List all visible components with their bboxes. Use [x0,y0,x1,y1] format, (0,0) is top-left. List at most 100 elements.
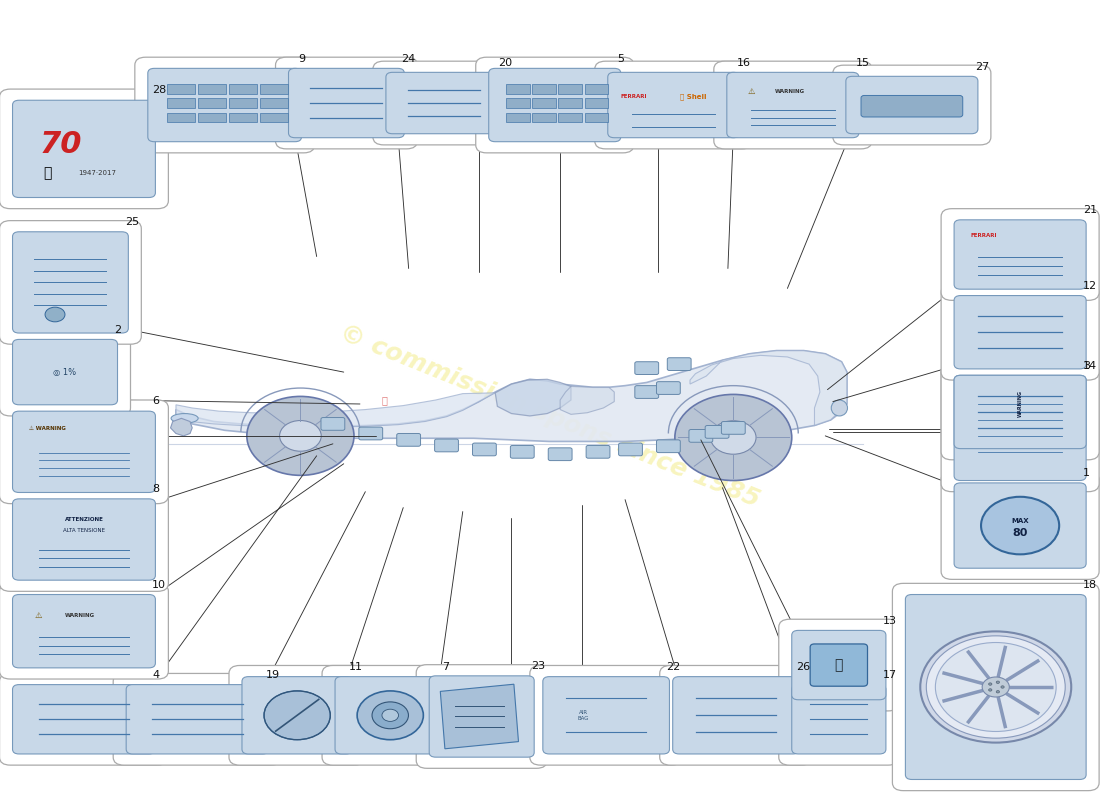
FancyBboxPatch shape [336,677,446,754]
FancyBboxPatch shape [722,422,745,434]
Circle shape [926,636,1065,738]
Circle shape [989,689,992,691]
Circle shape [935,642,1056,731]
FancyBboxPatch shape [635,362,659,374]
FancyBboxPatch shape [416,665,547,768]
Circle shape [279,421,321,451]
FancyBboxPatch shape [229,98,256,108]
Circle shape [982,677,1010,697]
FancyBboxPatch shape [792,630,886,700]
FancyBboxPatch shape [0,583,168,679]
FancyBboxPatch shape [532,113,556,122]
FancyBboxPatch shape [779,619,899,711]
Text: 1: 1 [1082,468,1090,478]
FancyBboxPatch shape [532,98,556,108]
FancyBboxPatch shape [727,72,859,138]
FancyBboxPatch shape [714,61,872,149]
FancyBboxPatch shape [261,98,287,108]
Text: WARNING: WARNING [776,89,805,94]
FancyBboxPatch shape [635,386,659,398]
FancyBboxPatch shape [229,85,256,94]
Text: 3: 3 [1082,361,1090,370]
FancyBboxPatch shape [595,61,752,149]
FancyBboxPatch shape [12,100,155,198]
Text: 28: 28 [152,86,166,95]
FancyBboxPatch shape [0,674,168,765]
Text: 18: 18 [1082,580,1097,590]
FancyBboxPatch shape [792,685,886,754]
FancyBboxPatch shape [954,375,1086,481]
Text: ⛽: ⛽ [835,658,843,672]
FancyBboxPatch shape [0,400,168,504]
FancyBboxPatch shape [954,375,1086,449]
Polygon shape [440,684,518,749]
FancyBboxPatch shape [261,85,287,94]
FancyBboxPatch shape [532,85,556,94]
FancyBboxPatch shape [657,440,680,453]
Text: 16: 16 [737,58,750,67]
Text: 12: 12 [1082,281,1097,290]
FancyBboxPatch shape [12,411,155,493]
Text: 9: 9 [298,54,306,63]
Circle shape [382,710,398,722]
Text: MAX: MAX [1011,518,1028,524]
Circle shape [921,631,1071,742]
Text: ALTA TENSIONE: ALTA TENSIONE [63,529,104,534]
Circle shape [711,421,756,454]
Text: WARNING: WARNING [1018,390,1023,418]
Text: 6: 6 [152,396,160,406]
FancyBboxPatch shape [510,446,535,458]
FancyBboxPatch shape [657,382,680,394]
FancyBboxPatch shape [559,98,582,108]
Text: 15: 15 [856,58,870,67]
Circle shape [45,307,65,322]
Polygon shape [560,386,614,414]
FancyBboxPatch shape [434,439,459,452]
FancyBboxPatch shape [618,443,642,456]
Text: WARNING: WARNING [65,613,95,618]
FancyBboxPatch shape [673,677,800,754]
FancyBboxPatch shape [229,666,365,765]
FancyBboxPatch shape [12,685,155,754]
FancyBboxPatch shape [942,472,1099,579]
FancyBboxPatch shape [811,644,868,686]
Circle shape [989,683,992,686]
Text: ⚠ WARNING: ⚠ WARNING [30,426,66,431]
Text: ⚠: ⚠ [748,86,755,95]
FancyBboxPatch shape [12,594,155,668]
Text: 14: 14 [1082,361,1097,370]
Text: 17: 17 [882,670,896,680]
Text: AIR
BAG: AIR BAG [578,710,590,721]
Polygon shape [495,379,571,416]
FancyBboxPatch shape [559,113,582,122]
Ellipse shape [832,400,847,416]
FancyBboxPatch shape [506,85,529,94]
FancyBboxPatch shape [12,339,118,405]
Circle shape [264,691,330,740]
Text: 25: 25 [125,217,140,227]
FancyBboxPatch shape [126,685,270,754]
Polygon shape [176,350,847,442]
FancyBboxPatch shape [473,443,496,456]
FancyBboxPatch shape [135,57,315,153]
Text: 27: 27 [975,62,989,71]
FancyBboxPatch shape [942,364,1099,492]
Text: 2: 2 [114,325,121,334]
Text: 22: 22 [667,662,681,672]
FancyBboxPatch shape [548,448,572,461]
Circle shape [997,690,1000,693]
FancyBboxPatch shape [954,220,1086,289]
FancyBboxPatch shape [506,98,529,108]
FancyBboxPatch shape [942,209,1099,300]
FancyBboxPatch shape [942,285,1099,380]
FancyBboxPatch shape [167,98,195,108]
FancyBboxPatch shape [779,674,899,765]
Text: ◎ 1%: ◎ 1% [54,367,77,377]
FancyBboxPatch shape [846,76,978,134]
FancyBboxPatch shape [488,68,620,142]
Circle shape [997,681,1000,683]
FancyBboxPatch shape [429,676,535,757]
Text: 10: 10 [152,580,166,590]
Text: ⚠: ⚠ [34,610,42,620]
Text: © commission spons since 1985: © commission spons since 1985 [336,320,763,511]
